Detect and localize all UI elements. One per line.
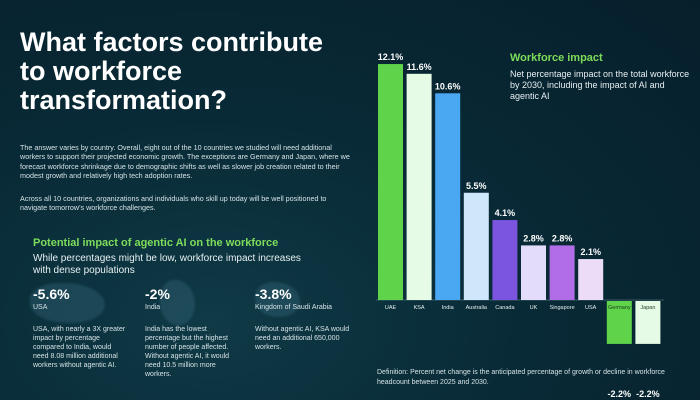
data-label-usa: 2.1% — [580, 247, 601, 257]
data-label-uae: 12.1% — [378, 52, 404, 62]
stat-india: -2% India India has the lowest percentag… — [145, 286, 240, 379]
category-label-uae: UAE — [385, 305, 397, 311]
bar-india — [435, 93, 461, 300]
data-label-uk: 2.8% — [523, 233, 544, 243]
page-title: What factors contribute to workforce tra… — [20, 27, 324, 115]
stat-description: India has the lowest percentage but the … — [145, 326, 230, 378]
workforce-impact-title: Workforce impact — [510, 52, 603, 64]
bar-uae — [378, 64, 403, 300]
category-label-usa: USA — [585, 305, 597, 311]
impact-heading: Potential impact of agentic AI on the wo… — [33, 237, 279, 249]
india-map-silhouette — [160, 280, 195, 325]
category-label-india: India — [442, 305, 455, 311]
data-label-canada: 4.1% — [495, 208, 516, 218]
stat-value: -2% — [145, 286, 170, 302]
bar-uk — [521, 245, 546, 300]
ksa-map-silhouette — [255, 282, 300, 317]
stat-value: -5.6% — [33, 286, 70, 302]
category-label-ksa: KSA — [414, 305, 425, 311]
category-label-japan: Japan — [640, 305, 655, 311]
category-label-canada: Canada — [495, 305, 515, 311]
stat-country: India — [145, 304, 161, 311]
bar-singapore — [549, 245, 575, 300]
usa-map-silhouette — [30, 283, 105, 323]
bar-ksa — [406, 73, 432, 300]
stat-description: Without agentic AI, KSA would need an ad… — [255, 326, 350, 351]
bar-australia — [463, 192, 489, 300]
data-label-australia: 5.5% — [466, 181, 487, 191]
data-label-india: 10.6% — [435, 81, 461, 91]
bar-germany — [606, 301, 632, 344]
category-label-germany: Germany — [608, 305, 631, 311]
stat-description: USA, with nearly a 3X greater impact by … — [33, 326, 126, 369]
data-label-singapore: 2.8% — [552, 233, 573, 243]
stat-value: -3.8% — [255, 286, 292, 302]
category-label-singapore: Singapore — [550, 305, 575, 311]
stat-country: Kingdom of Saudi Arabia — [255, 304, 333, 311]
stat-country: USA — [33, 304, 48, 311]
data-label-japan: -2.2% — [636, 389, 660, 399]
data-label-ksa: 11.6% — [407, 62, 432, 72]
category-label-australia: Australia — [466, 305, 488, 311]
data-label-germany: -2.2% — [608, 389, 632, 399]
category-label-uk: UK — [530, 305, 538, 311]
bar-japan — [635, 301, 661, 344]
intro-paragraph: The answer varies by country. Overall, e… — [20, 143, 350, 181]
workforce-impact-subtitle: Net percentage impact on the total workf… — [510, 69, 690, 101]
stat-usa: -5.6% USA USA, with nearly a 3X greater … — [33, 286, 128, 370]
stat-ksa: -3.8% Kingdom of Saudi Arabia Without ag… — [255, 286, 355, 352]
impact-subheading: While percentages might be low, workforc… — [33, 253, 301, 276]
bar-canada — [492, 220, 518, 300]
definition-note: Definition: Percent net change is the an… — [377, 369, 665, 386]
bar-usa — [578, 259, 604, 300]
conclusion-paragraph: Across all 10 countries, organizations a… — [20, 194, 327, 213]
